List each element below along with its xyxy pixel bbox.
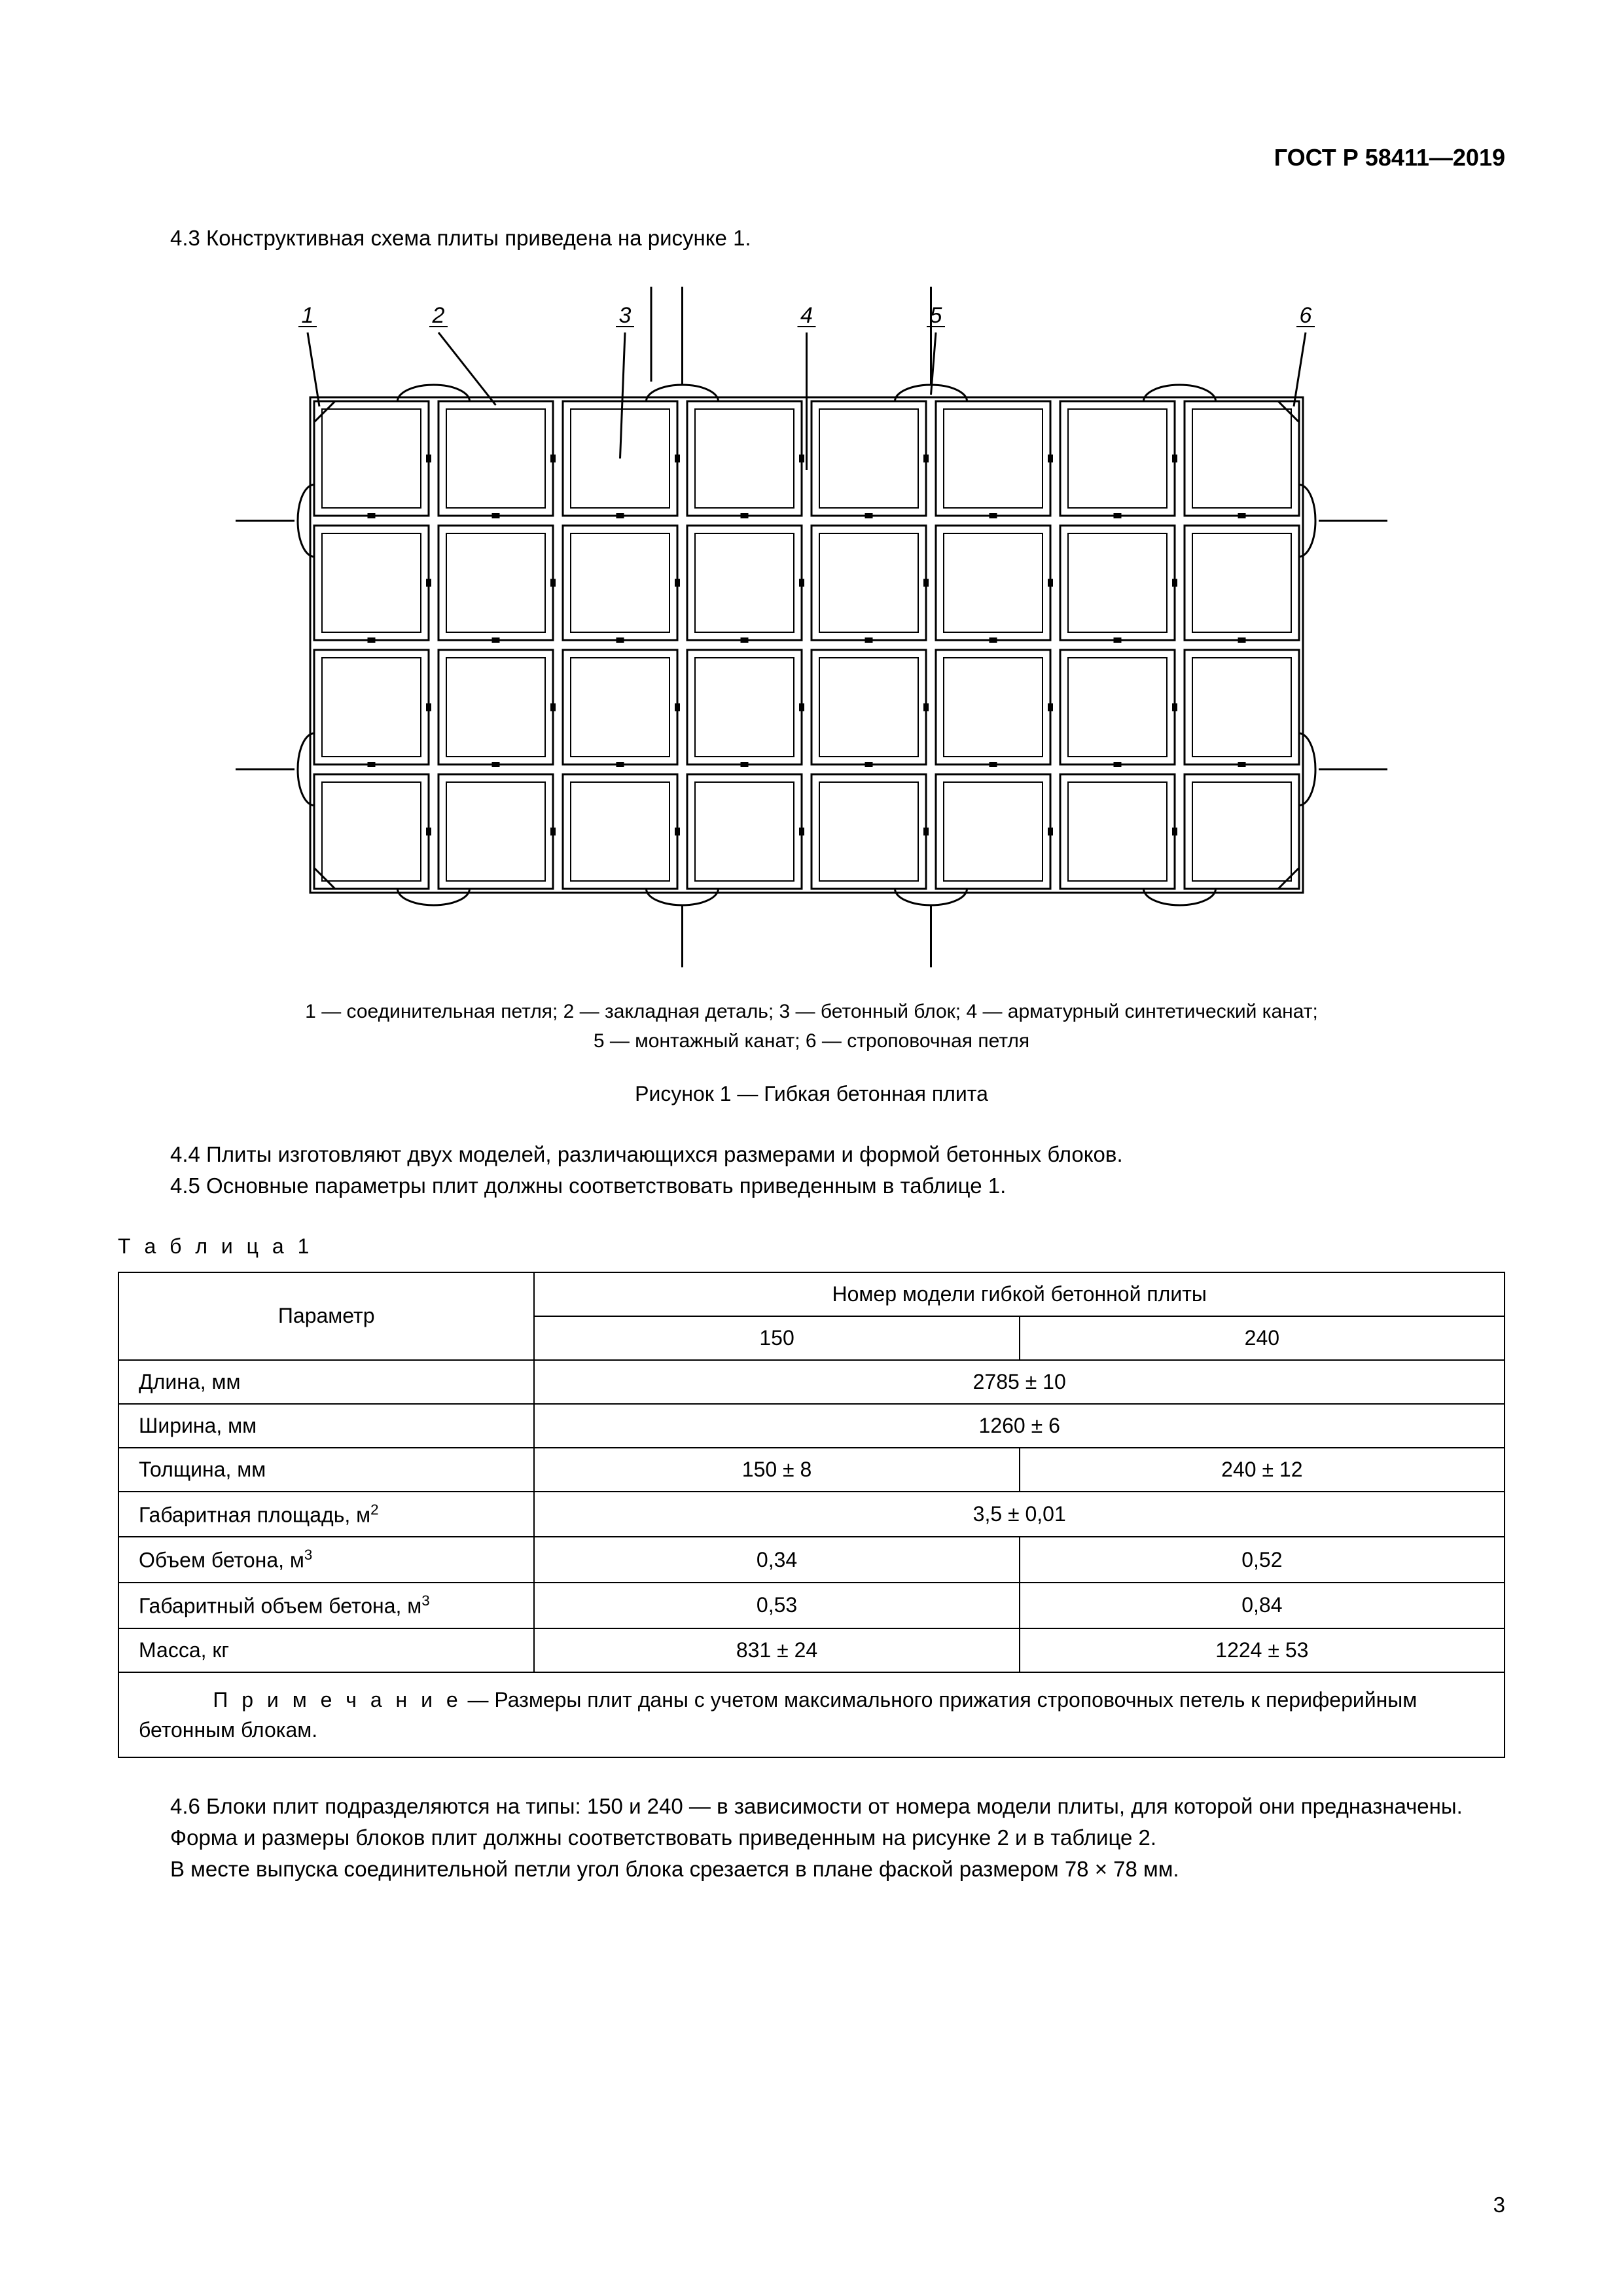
table-header-span: Номер модели гибкой бетонной плиты xyxy=(534,1272,1505,1316)
table-row: Габаритная площадь, м2 3,5 ± 0,01 xyxy=(118,1492,1505,1537)
cell-mass-150: 831 ± 24 xyxy=(534,1628,1019,1672)
table-1-label: Т а б л и ц а 1 xyxy=(118,1234,1505,1259)
cell-mass-240: 1224 ± 53 xyxy=(1020,1628,1505,1672)
cell-gvol-150: 0,53 xyxy=(534,1583,1019,1628)
para-4-4: 4.4 Плиты изготовляют двух моделей, разл… xyxy=(118,1139,1505,1170)
table-row: П р и м е ч а н и е — Размеры плит даны … xyxy=(118,1672,1505,1758)
table-row: Масса, кг 831 ± 24 1224 ± 53 xyxy=(118,1628,1505,1672)
para-4-6c: В месте выпуска соединительной петли уго… xyxy=(118,1854,1505,1885)
figure-1-legend-line1: 1 — соединительная петля; 2 — закладная … xyxy=(305,1001,1318,1022)
table-note: П р и м е ч а н и е — Размеры плит даны … xyxy=(118,1672,1505,1758)
figure-1-legend: 1 — соединительная петля; 2 — закладная … xyxy=(118,997,1505,1056)
svg-text:4: 4 xyxy=(800,303,813,328)
table-row: Ширина, мм 1260 ± 6 xyxy=(118,1404,1505,1448)
para-4-6: 4.6 Блоки плит подразделяются на типы: 1… xyxy=(118,1791,1505,1822)
svg-text:6: 6 xyxy=(1300,303,1312,328)
figure-1-svg: 123456 xyxy=(236,287,1387,967)
section-4-3: 4.3 Конструктивная схема плиты приведена… xyxy=(118,223,1505,254)
document-code-header: ГОСТ Р 58411—2019 xyxy=(1274,144,1505,171)
cell-width-label: Ширина, мм xyxy=(118,1404,534,1448)
page-number: 3 xyxy=(1493,2193,1505,2217)
cell-gvol-label: Габаритный объем бетона, м3 xyxy=(118,1583,534,1628)
table-row: Параметр Номер модели гибкой бетонной пл… xyxy=(118,1272,1505,1316)
table-header-150: 150 xyxy=(534,1316,1019,1360)
cell-vol-150: 0,34 xyxy=(534,1537,1019,1583)
document-page: ГОСТ Р 58411—2019 4.3 Конструктивная схе… xyxy=(0,0,1623,2296)
table-row: Объем бетона, м3 0,34 0,52 xyxy=(118,1537,1505,1583)
cell-area-val: 3,5 ± 0,01 xyxy=(534,1492,1505,1537)
section-4-6: 4.6 Блоки плит подразделяются на типы: 1… xyxy=(118,1791,1505,1885)
table-row: Габаритный объем бетона, м3 0,53 0,84 xyxy=(118,1583,1505,1628)
para-4-6b: Форма и размеры блоков плит должны соотв… xyxy=(118,1822,1505,1854)
figure-1-caption: Рисунок 1 — Гибкая бетонная плита xyxy=(118,1082,1505,1106)
table-row: Длина, мм 2785 ± 10 xyxy=(118,1360,1505,1404)
cell-gvol-240: 0,84 xyxy=(1020,1583,1505,1628)
svg-text:1: 1 xyxy=(302,303,314,328)
table-header-240: 240 xyxy=(1020,1316,1505,1360)
svg-text:2: 2 xyxy=(432,303,445,328)
figure-1: 123456 xyxy=(236,287,1387,971)
table-1: Параметр Номер модели гибкой бетонной пл… xyxy=(118,1272,1505,1759)
cell-thick-label: Толщина, мм xyxy=(118,1448,534,1492)
cell-length-val: 2785 ± 10 xyxy=(534,1360,1505,1404)
para-4-3: 4.3 Конструктивная схема плиты приведена… xyxy=(118,223,1505,254)
para-4-5: 4.5 Основные параметры плит должны соотв… xyxy=(118,1170,1505,1202)
table-header-param: Параметр xyxy=(118,1272,534,1360)
cell-length-label: Длина, мм xyxy=(118,1360,534,1404)
section-4-4-5: 4.4 Плиты изготовляют двух моделей, разл… xyxy=(118,1139,1505,1202)
cell-width-val: 1260 ± 6 xyxy=(534,1404,1505,1448)
svg-text:3: 3 xyxy=(619,303,632,328)
cell-thick-240: 240 ± 12 xyxy=(1020,1448,1505,1492)
cell-area-label: Габаритная площадь, м2 xyxy=(118,1492,534,1537)
cell-thick-150: 150 ± 8 xyxy=(534,1448,1019,1492)
table-row: Толщина, мм 150 ± 8 240 ± 12 xyxy=(118,1448,1505,1492)
figure-1-legend-line2: 5 — монтажный канат; 6 — строповочная пе… xyxy=(594,1030,1029,1052)
cell-vol-label: Объем бетона, м3 xyxy=(118,1537,534,1583)
cell-mass-label: Масса, кг xyxy=(118,1628,534,1672)
cell-vol-240: 0,52 xyxy=(1020,1537,1505,1583)
